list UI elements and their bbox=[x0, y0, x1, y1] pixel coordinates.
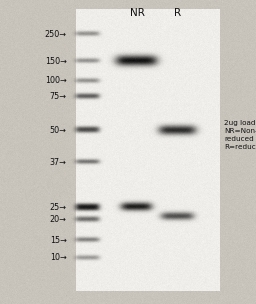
Text: 75→: 75→ bbox=[50, 92, 67, 101]
Text: NR: NR bbox=[130, 8, 144, 18]
Text: 100→: 100→ bbox=[45, 76, 67, 85]
Text: 20→: 20→ bbox=[50, 215, 67, 224]
Text: 10→: 10→ bbox=[50, 253, 67, 262]
Text: 2ug loading
NR=Non-
reduced
R=reduced: 2ug loading NR=Non- reduced R=reduced bbox=[224, 120, 256, 150]
Text: 250→: 250→ bbox=[45, 29, 67, 39]
Text: 25→: 25→ bbox=[50, 203, 67, 212]
Text: R: R bbox=[174, 8, 182, 18]
Text: 150→: 150→ bbox=[45, 57, 67, 66]
Text: 15→: 15→ bbox=[50, 236, 67, 245]
Text: 37→: 37→ bbox=[50, 157, 67, 167]
Text: 50→: 50→ bbox=[50, 126, 67, 135]
